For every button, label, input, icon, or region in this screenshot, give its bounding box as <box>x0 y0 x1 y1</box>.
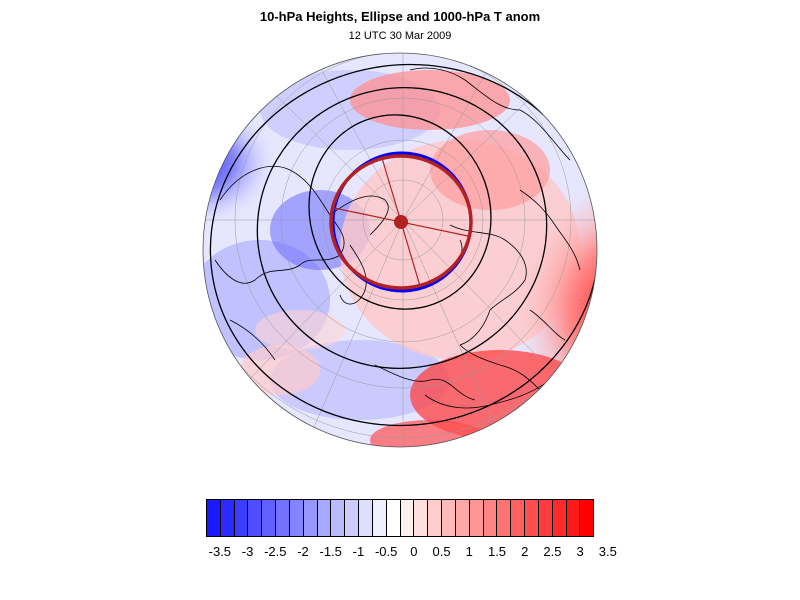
colorbar-swatch <box>525 500 539 536</box>
colorbar-swatch <box>511 500 526 536</box>
colorbar-swatch <box>497 500 512 536</box>
map-border <box>202 52 598 448</box>
chart-subtitle: 12 UTC 30 Mar 2009 <box>348 30 452 42</box>
colorbar-tick-label: 2 <box>521 544 529 559</box>
colorbar-tick-label: -0.5 <box>374 544 398 559</box>
colorbar-swatch <box>207 500 221 536</box>
colorbar-tick-label: 2.5 <box>543 544 562 559</box>
colorbar-swatch <box>566 500 581 536</box>
colorbar-swatch <box>331 500 346 536</box>
colorbar-tick-label: 1.5 <box>487 544 507 559</box>
colorbar-tick-label: -2 <box>297 544 309 559</box>
colorbar-swatch <box>303 500 318 536</box>
height-contours <box>203 53 597 447</box>
colorbar-tick-label: 0.5 <box>432 544 451 559</box>
colorbar-swatch <box>580 500 594 536</box>
colorbar-swatch <box>442 500 456 536</box>
colorbar-swatch <box>483 500 498 536</box>
vortex-centroid <box>394 215 408 229</box>
colorbar-swatch <box>262 500 277 536</box>
colorbar-tick-label: -1.5 <box>319 544 342 559</box>
colorbar-swatch <box>552 500 567 536</box>
colorbar-swatch <box>538 500 553 536</box>
colorbar-swatch <box>276 500 290 536</box>
colorbar-tick-label: -3 <box>241 544 254 559</box>
temperature-anomaly-field <box>203 53 597 447</box>
colorbar-labels: -3.5 -3 -2.5 -2 -1.5 -1 -0.5 0 0.5 1 1.5 2 2.5 3 3.5 <box>206 544 617 560</box>
colorbar-swatch <box>372 500 387 536</box>
colorbar <box>206 499 594 537</box>
colorbar-swatch <box>455 500 470 536</box>
colorbar-tick-label: 1 <box>465 544 473 559</box>
colorbar-swatch <box>234 500 249 536</box>
colorbar-tick-label: 3 <box>576 544 584 559</box>
colorbar-tick-label: 3.5 <box>598 544 617 559</box>
colorbar-tick-label: -2.5 <box>264 544 287 559</box>
colorbar-tick-label: 0 <box>410 544 418 559</box>
colorbar-tick-label: -3.5 <box>208 544 232 559</box>
colorbar-tick-label: -1 <box>352 544 365 559</box>
colorbar-swatch <box>469 500 484 536</box>
vortex-ellipse <box>329 151 473 293</box>
polar-map-svg <box>202 52 598 448</box>
colorbar-swatch <box>400 500 415 536</box>
colorbar-swatch <box>317 500 332 536</box>
colorbar-swatch <box>289 500 304 536</box>
colorbar-swatch <box>359 500 373 536</box>
chart-title: 10-hPa Heights, Ellipse and 1000-hPa T a… <box>259 9 541 24</box>
polar-map <box>200 50 600 450</box>
colorbar-swatch <box>428 500 443 536</box>
colorbar-swatch <box>220 500 235 536</box>
colorbar-swatch <box>414 500 429 536</box>
colorbar-swatch <box>248 500 263 536</box>
graticule <box>203 53 597 447</box>
colorbar-swatch <box>345 500 360 536</box>
colorbar-swatch <box>386 500 401 536</box>
